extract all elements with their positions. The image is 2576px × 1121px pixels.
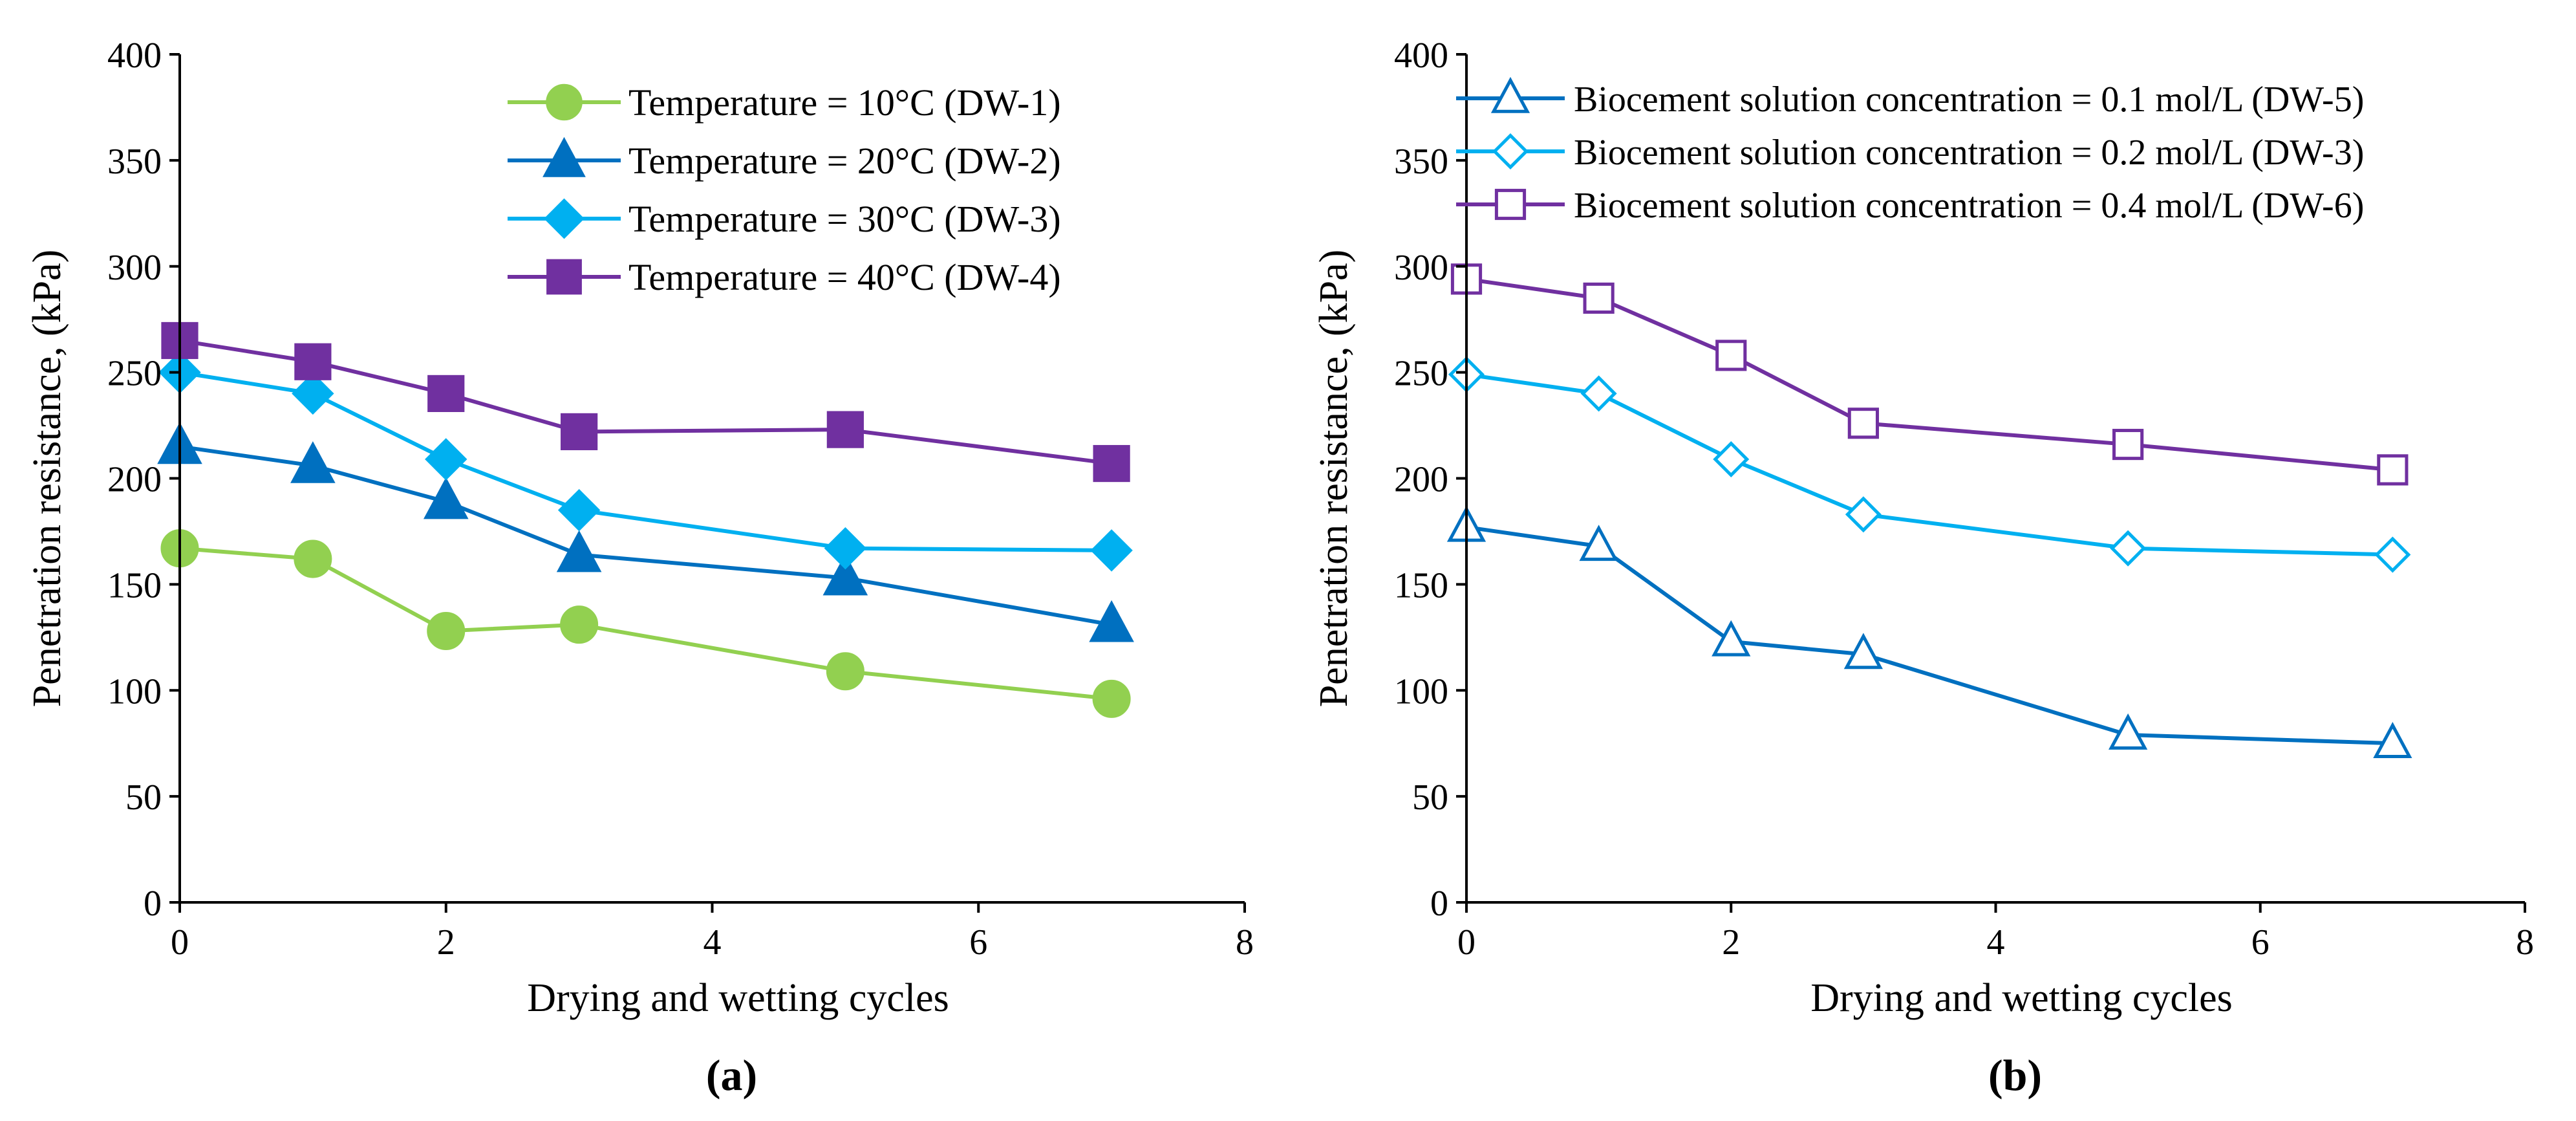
data-point <box>423 477 469 519</box>
series-line-4 <box>179 338 1112 466</box>
chart-panel-a: 0 50 100 150 200 250 300 350 400 0 2 4 6 8 Drying and… <box>25 36 1254 1100</box>
y-tick-label: 0 <box>144 884 162 924</box>
data-point <box>294 343 332 380</box>
panel-label: (b) <box>1988 1050 2042 1100</box>
data-point <box>560 605 599 644</box>
data-point <box>824 527 867 570</box>
x-tick-label: 4 <box>1987 922 2005 963</box>
legend-marker <box>1494 188 1527 221</box>
data-point <box>1847 408 1879 439</box>
x-tick-label: 4 <box>703 922 722 963</box>
data-point <box>427 611 466 650</box>
data-point <box>1845 496 1882 533</box>
data-point <box>1715 340 1747 371</box>
data-point <box>2110 530 2147 567</box>
panel-label: (a) <box>706 1050 757 1100</box>
y-tick-label: 150 <box>107 565 162 605</box>
legend-label: Biocement solution concentration = 0.2 m… <box>1574 133 2364 173</box>
series-line-2 <box>1466 372 2393 557</box>
chart-panel-b: 0 50 100 150 200 250 300 350 400 0 2 4 6 8 Drying and… <box>1312 36 2534 1100</box>
data-point <box>1579 525 1618 561</box>
data-point <box>2112 428 2144 461</box>
y-tick-label: 150 <box>1394 565 1448 605</box>
y-tick-label: 300 <box>107 248 162 288</box>
x-tick-label: 6 <box>2251 922 2270 963</box>
legend-marker <box>546 83 583 121</box>
data-point <box>826 652 864 691</box>
data-point <box>561 413 598 450</box>
x-tick-label: 6 <box>969 922 987 963</box>
y-tick-label: 400 <box>1394 36 1448 76</box>
legend-label: Temperature = 30°C (DW-3) <box>628 198 1061 240</box>
data-point <box>1843 633 1883 669</box>
legend: Temperature = 10°C (DW-1) Temperature = 2… <box>508 82 1061 298</box>
data-point <box>1090 529 1133 572</box>
x-tick-label: 2 <box>437 922 455 963</box>
data-point <box>2377 454 2409 486</box>
data-point <box>292 372 334 415</box>
y-tick-label: 50 <box>125 778 162 818</box>
series-line-1 <box>179 546 1112 701</box>
y-tick-label: 100 <box>1394 671 1448 712</box>
y-tick-label: 200 <box>107 460 162 500</box>
y-tick-label: 400 <box>107 36 162 76</box>
y-tick-label: 250 <box>107 354 162 394</box>
data-point <box>425 438 467 481</box>
legend-marker <box>542 136 586 177</box>
y-tick-label: 200 <box>1394 460 1448 500</box>
legend-label: Biocement solution concentration = 0.1 m… <box>1574 80 2364 120</box>
y-axis-title: Penetration resistance, (kPa) <box>25 250 69 708</box>
x-tick-label: 0 <box>171 922 189 963</box>
legend-marker <box>546 259 582 295</box>
legend-marker <box>544 198 585 239</box>
data-point <box>1713 441 1750 478</box>
y-tick-label: 0 <box>1430 884 1448 924</box>
x-axis-title: Drying and wetting cycles <box>1810 976 2233 1020</box>
data-point <box>1092 679 1131 718</box>
data-point <box>826 411 864 448</box>
data-point <box>2373 722 2412 758</box>
data-point <box>1712 620 1751 657</box>
data-point <box>1583 282 1615 314</box>
x-tick-label: 0 <box>1457 922 1476 963</box>
x-tick-label: 8 <box>1236 922 1254 963</box>
y-axis-title: Penetration resistance, (kPa) <box>1312 250 1356 708</box>
data-point <box>556 530 602 572</box>
legend-label: Temperature = 40°C (DW-4) <box>628 256 1061 298</box>
series-line-2 <box>179 444 1112 627</box>
data-point <box>427 375 465 412</box>
legend-label: Biocement solution concentration = 0.4 m… <box>1574 186 2364 226</box>
legend-marker <box>1492 133 1529 170</box>
y-tick-label: 350 <box>107 142 162 182</box>
y-tick-label: 250 <box>1394 354 1448 394</box>
series-line-1 <box>1466 525 2393 746</box>
data-point <box>294 539 332 578</box>
data-point <box>822 553 868 596</box>
data-point <box>290 441 336 483</box>
y-tick-label: 300 <box>1394 248 1448 288</box>
y-tick-label: 50 <box>1412 778 1448 818</box>
legend-marker <box>1490 76 1530 113</box>
data-point <box>1580 375 1617 412</box>
legend: Biocement solution concentration = 0.1 m… <box>1456 76 2364 226</box>
series-line-3 <box>179 370 1112 552</box>
series-line-3 <box>1466 277 2393 472</box>
x-axis-title: Drying and wetting cycles <box>527 976 949 1020</box>
legend-label: Temperature = 10°C (DW-1) <box>628 82 1061 124</box>
data-point <box>2374 536 2411 573</box>
data-point <box>1089 600 1134 642</box>
y-tick-label: 100 <box>107 671 162 712</box>
x-tick-label: 2 <box>1722 922 1740 963</box>
y-tick-label: 350 <box>1394 142 1448 182</box>
legend-label: Temperature = 20°C (DW-2) <box>628 140 1061 182</box>
data-point <box>2109 713 2148 750</box>
x-tick-label: 8 <box>2516 922 2534 963</box>
data-point <box>557 488 601 532</box>
data-point <box>1093 444 1130 483</box>
